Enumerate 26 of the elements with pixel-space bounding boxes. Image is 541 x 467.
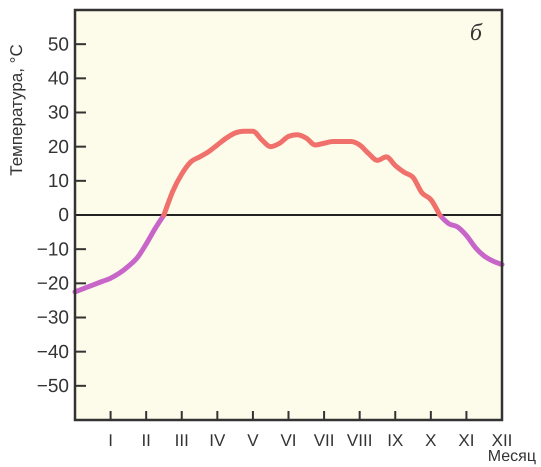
x-tick-label: V bbox=[247, 430, 260, 450]
x-tick-label: X bbox=[425, 430, 437, 450]
x-tick-label: VII bbox=[314, 430, 334, 450]
y-tick-label: 30 bbox=[48, 102, 69, 124]
x-tick-label: IV bbox=[209, 430, 226, 450]
y-axis-title: Температура, °C bbox=[7, 44, 26, 176]
y-tick-label: −40 bbox=[36, 342, 69, 363]
x-tick-label: VIII bbox=[346, 430, 372, 450]
y-tick-label: −50 bbox=[36, 376, 69, 397]
y-tick-label: −10 bbox=[36, 239, 69, 260]
x-axis-title: Месяц bbox=[488, 448, 536, 465]
annotation: б bbox=[470, 20, 483, 46]
x-tick-label: III bbox=[174, 430, 189, 450]
x-tick-label: XI bbox=[458, 430, 474, 450]
x-tick-label: XII bbox=[492, 430, 512, 450]
x-tick-label: VI bbox=[280, 430, 297, 450]
x-tick-label: I bbox=[108, 430, 113, 450]
y-tick-label: 20 bbox=[48, 136, 69, 158]
y-tick-label: −20 bbox=[36, 273, 69, 294]
y-tick-label: −30 bbox=[36, 308, 69, 329]
x-tick-label: IX bbox=[387, 430, 404, 450]
y-tick-label: 40 bbox=[48, 68, 69, 90]
y-tick-label: 10 bbox=[48, 170, 69, 192]
x-tick-label: II bbox=[141, 430, 151, 450]
y-tick-label: 0 bbox=[58, 205, 69, 226]
y-tick-label: 50 bbox=[48, 34, 69, 56]
